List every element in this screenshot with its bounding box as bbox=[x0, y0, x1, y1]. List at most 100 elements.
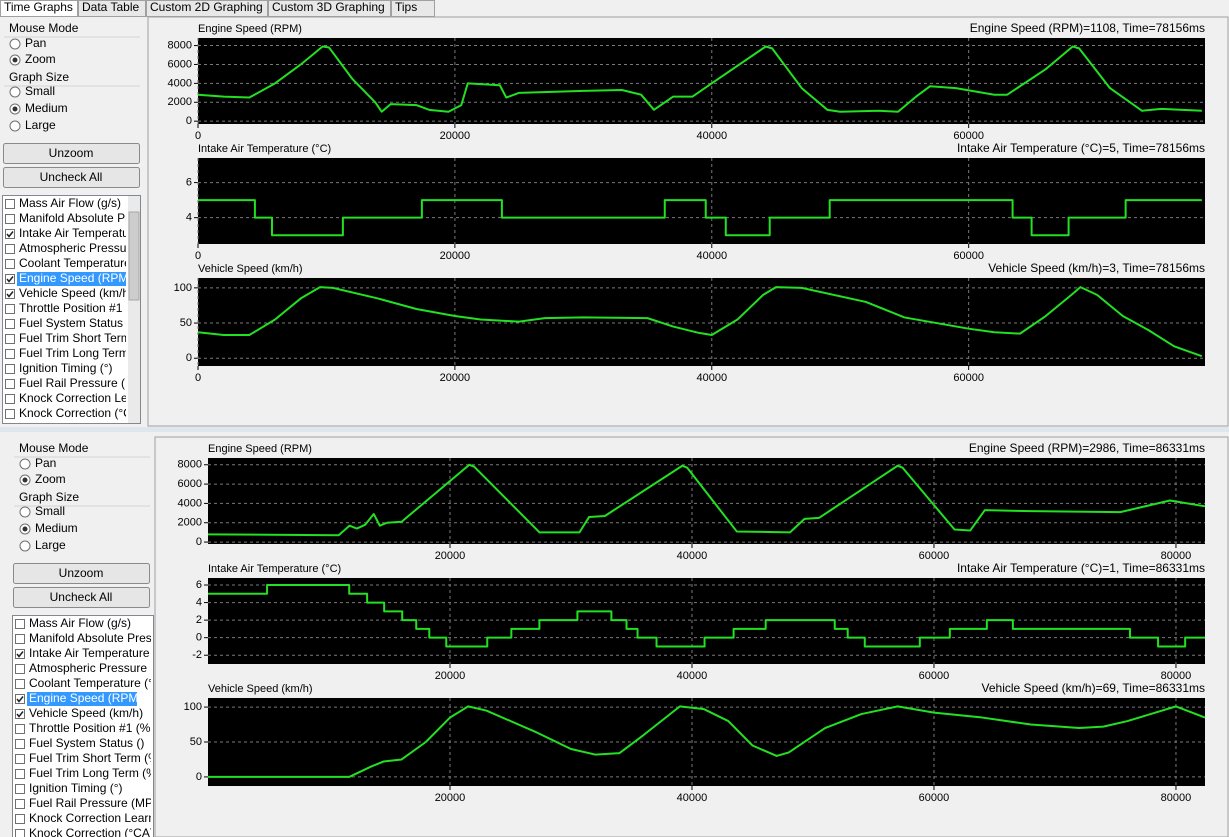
button[interactable] bbox=[3, 167, 140, 188]
button[interactable] bbox=[3, 143, 140, 164]
button-label[interactable]: Unzoom bbox=[59, 566, 104, 580]
checkbox[interactable] bbox=[5, 379, 15, 389]
tab[interactable]: Data Table bbox=[78, 0, 146, 17]
checkbox[interactable] bbox=[15, 799, 25, 809]
channel-items: Mass Air Flow (g/s)Manifold Absolute Pre… bbox=[15, 616, 160, 837]
readout: Intake Air Temperature (°C)=5, Time=7815… bbox=[957, 141, 1205, 155]
radio-label[interactable]: Small bbox=[35, 504, 65, 518]
channel-label[interactable]: Throttle Position #1 (% bbox=[19, 301, 141, 315]
radio-button[interactable] bbox=[19, 458, 31, 470]
radio-button[interactable] bbox=[9, 120, 21, 132]
radio-label[interactable]: Large bbox=[25, 118, 56, 132]
checkbox[interactable] bbox=[15, 754, 25, 764]
checkbox[interactable] bbox=[5, 409, 15, 419]
checkbox[interactable] bbox=[5, 334, 15, 344]
button[interactable] bbox=[13, 587, 150, 608]
channel-label[interactable]: Engine Speed (RPM) bbox=[29, 691, 142, 705]
radio-label[interactable]: Pan bbox=[35, 456, 56, 470]
channel-label[interactable]: Manifold Absolute Pres bbox=[19, 211, 142, 225]
radio-label[interactable]: Medium bbox=[35, 521, 78, 535]
channel-label[interactable]: Fuel System Status () bbox=[29, 736, 144, 750]
radio-label[interactable]: Large bbox=[35, 538, 66, 552]
channel-label[interactable]: Coolant Temperature (° bbox=[29, 676, 153, 690]
checkbox[interactable] bbox=[5, 364, 15, 374]
checkbox[interactable] bbox=[15, 724, 25, 734]
channel-label[interactable]: Vehicle Speed (km/h) bbox=[29, 706, 143, 720]
checkbox[interactable] bbox=[15, 634, 25, 644]
checkbox[interactable] bbox=[5, 289, 15, 299]
channel-label[interactable]: Intake Air Temperature bbox=[29, 646, 150, 660]
channel-label[interactable]: Atmospheric Pressure ( bbox=[19, 241, 144, 255]
tab[interactable]: Tips bbox=[391, 0, 435, 17]
radio-button[interactable] bbox=[19, 540, 31, 552]
button-label[interactable]: Uncheck All bbox=[40, 170, 103, 184]
y-tick-label: 0 bbox=[196, 771, 202, 783]
radio-button[interactable] bbox=[9, 86, 21, 98]
checkbox[interactable] bbox=[5, 214, 15, 224]
checkbox[interactable] bbox=[15, 739, 25, 749]
checkbox[interactable] bbox=[15, 709, 25, 719]
channel-label[interactable]: Ignition Timing (°) bbox=[19, 361, 113, 375]
checkbox[interactable] bbox=[15, 679, 25, 689]
radio-label[interactable]: Pan bbox=[25, 36, 46, 50]
checkbox[interactable] bbox=[5, 259, 15, 269]
button-label[interactable]: Unzoom bbox=[49, 146, 94, 160]
channel-label[interactable]: Fuel Trim Short Term (% bbox=[29, 751, 159, 765]
channel-label[interactable]: Manifold Absolute Pres bbox=[29, 631, 152, 645]
checkbox[interactable] bbox=[15, 664, 25, 674]
checkbox[interactable] bbox=[15, 769, 25, 779]
readout: Vehicle Speed (km/h)=69, Time=86331ms bbox=[982, 681, 1205, 695]
checkbox[interactable] bbox=[15, 814, 25, 824]
channel-label[interactable]: Fuel Trim Short Term (% bbox=[19, 331, 149, 345]
checkbox[interactable] bbox=[15, 784, 25, 794]
checkbox[interactable] bbox=[5, 274, 15, 284]
channel-label[interactable]: Vehicle Speed (km/h) bbox=[19, 286, 133, 300]
channel-label[interactable]: Atmospheric Pressure ( bbox=[29, 661, 154, 675]
checkbox[interactable] bbox=[5, 304, 15, 314]
channel-label[interactable]: Fuel Rail Pressure (MPa bbox=[29, 796, 160, 810]
checkbox[interactable] bbox=[15, 649, 25, 659]
channel-label[interactable]: Knock Correction (°CA) bbox=[29, 826, 154, 837]
channel-label[interactable]: Fuel Rail Pressure (MPa bbox=[19, 376, 150, 390]
y-tick-label: 4000 bbox=[178, 497, 202, 509]
radio-dot bbox=[22, 526, 28, 532]
channel-label[interactable]: Knock Correction Learn bbox=[19, 391, 145, 405]
checkbox[interactable] bbox=[5, 349, 15, 359]
button[interactable] bbox=[13, 563, 150, 584]
radio-button[interactable] bbox=[19, 506, 31, 518]
channel-label[interactable]: Fuel System Status () bbox=[19, 316, 134, 330]
checkbox[interactable] bbox=[5, 394, 15, 404]
x-tick-label: 20000 bbox=[435, 792, 466, 804]
channel-label[interactable]: Coolant Temperature (° bbox=[19, 256, 143, 270]
checkbox[interactable] bbox=[15, 694, 25, 704]
readout: Vehicle Speed (km/h)=3, Time=78156ms bbox=[988, 261, 1205, 275]
channel-label[interactable]: Ignition Timing (°) bbox=[29, 781, 123, 795]
channel-label[interactable]: Mass Air Flow (g/s) bbox=[29, 616, 131, 630]
checkbox[interactable] bbox=[15, 619, 25, 629]
selection bbox=[27, 692, 137, 706]
radio-label[interactable]: Zoom bbox=[35, 472, 66, 486]
radio-label[interactable]: Medium bbox=[25, 101, 68, 115]
channel-label[interactable]: Mass Air Flow (g/s) bbox=[19, 196, 121, 210]
channel-label[interactable]: Engine Speed (RPM) bbox=[19, 271, 132, 285]
tab[interactable]: Custom 2D Graphing bbox=[146, 0, 268, 17]
checkbox[interactable] bbox=[5, 199, 15, 209]
tab[interactable]: Custom 3D Graphing bbox=[268, 0, 391, 17]
readout: Engine Speed (RPM)=1108, Time=78156ms bbox=[970, 21, 1205, 35]
button-label[interactable]: Uncheck All bbox=[50, 590, 113, 604]
channel-label[interactable]: Knock Correction Learn bbox=[29, 811, 155, 825]
channel-label[interactable]: Knock Correction (°CA) bbox=[19, 406, 144, 420]
scroll-thumb[interactable] bbox=[128, 211, 140, 301]
checkbox[interactable] bbox=[5, 319, 15, 329]
tab[interactable]: Time Graphs bbox=[0, 0, 78, 17]
radio-label[interactable]: Zoom bbox=[25, 52, 56, 66]
checkbox[interactable] bbox=[5, 229, 15, 239]
channel-label[interactable]: Intake Air Temperature bbox=[19, 226, 140, 240]
checkbox[interactable] bbox=[5, 244, 15, 254]
checkbox[interactable] bbox=[15, 829, 25, 837]
channel-label[interactable]: Throttle Position #1 (% bbox=[29, 721, 151, 735]
radio-button[interactable] bbox=[9, 38, 21, 50]
radio-label[interactable]: Small bbox=[25, 84, 55, 98]
channel-label[interactable]: Fuel Trim Long Term (% bbox=[29, 766, 157, 780]
channel-label[interactable]: Fuel Trim Long Term (% bbox=[19, 346, 147, 360]
